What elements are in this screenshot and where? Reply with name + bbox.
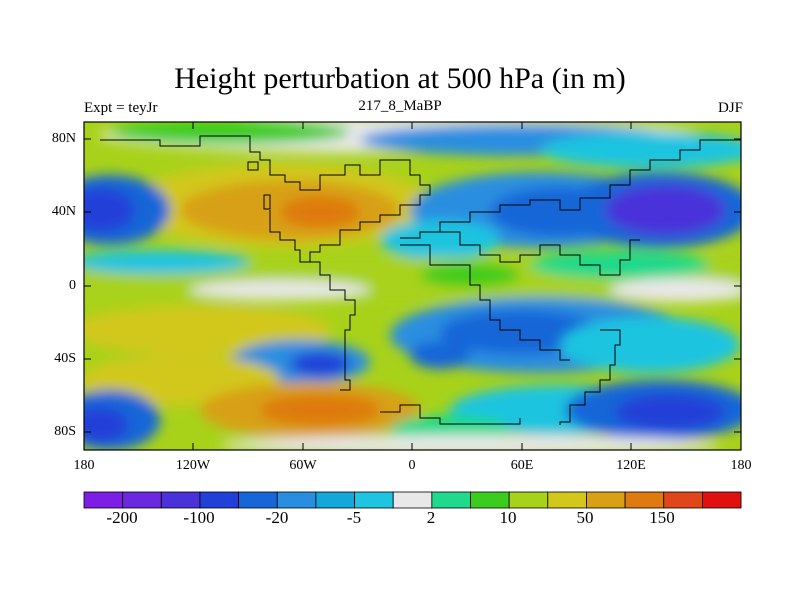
- x-tick-label: 120W: [175, 458, 211, 473]
- colorbar-label: -100: [183, 508, 215, 527]
- coastline-south-america: [310, 261, 356, 391]
- island-outline: [247, 161, 259, 171]
- colorbar-swatch: [508, 491, 549, 509]
- colorbar-swatch: [354, 491, 394, 509]
- coastline-eurasia: [400, 139, 741, 239]
- x-tick-label: 180: [730, 458, 752, 473]
- y-tick-label: 40S: [54, 351, 76, 366]
- plot-title: Height perturbation at 500 hPa (in m): [174, 62, 626, 95]
- colorbar-label: 150: [649, 508, 675, 527]
- coastline-north-america: [100, 135, 431, 263]
- coastline-antarctic-peninsula: [380, 404, 521, 425]
- experiment-label: Expt = teyJr: [84, 100, 158, 116]
- colorbar-swatch: [238, 491, 278, 509]
- coastline-asia-south: [440, 231, 640, 276]
- x-tick-label: 60E: [510, 458, 534, 473]
- contour-field: [84, 122, 741, 450]
- colorbar-label: -200: [106, 508, 138, 527]
- coastlines: [100, 135, 741, 425]
- y-tick-label: 80N: [51, 131, 76, 146]
- period-label: 217_8_MaBP: [358, 98, 442, 114]
- colorbar-swatch: [276, 491, 317, 509]
- colorbar-swatch: [586, 491, 626, 509]
- colorbar-swatch: [83, 491, 124, 509]
- colorbar: [83, 491, 742, 509]
- coastline-australia: [559, 329, 621, 425]
- colorbar-label: 2: [426, 508, 436, 527]
- season-label: DJF: [717, 100, 743, 116]
- colorbar-swatch: [392, 491, 433, 509]
- colorbar-swatch: [547, 491, 587, 509]
- colorbar-label: 50: [576, 508, 594, 527]
- axis-ticks: [83, 122, 742, 450]
- colorbar-label: -20: [265, 508, 289, 527]
- y-tick-label: 0: [69, 278, 76, 293]
- colorbar-swatch: [199, 491, 239, 509]
- colorbar-label: 10: [499, 508, 517, 527]
- colorbar-swatch: [470, 491, 510, 509]
- colorbar-swatch: [663, 491, 703, 509]
- colorbar-swatch: [702, 491, 742, 509]
- colorbar-swatch: [160, 491, 201, 509]
- y-tick-label: 80S: [54, 424, 76, 439]
- colorbar-label: -5: [346, 508, 362, 527]
- x-tick-label: 120E: [616, 458, 646, 473]
- colorbar-swatch: [315, 491, 355, 509]
- x-tick-label: 60W: [289, 458, 317, 473]
- y-tick-label: 40N: [51, 204, 76, 219]
- colorbar-swatch: [431, 491, 471, 509]
- x-tick-label: 180: [73, 458, 95, 473]
- x-tick-label: 0: [408, 458, 416, 473]
- great-lakes: [263, 194, 271, 210]
- colorbar-swatch: [122, 491, 162, 509]
- coastline-africa: [400, 244, 570, 361]
- colorbar-swatch: [624, 491, 665, 509]
